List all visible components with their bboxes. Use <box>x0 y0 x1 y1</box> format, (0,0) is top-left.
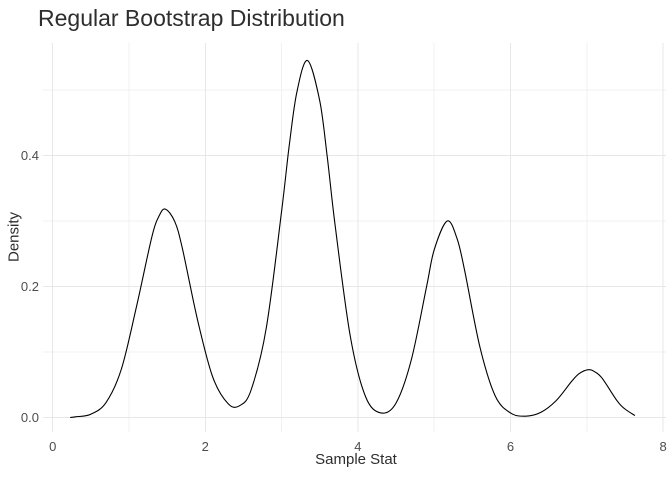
density-curve <box>70 59 636 419</box>
x-tick-label: 0 <box>49 439 56 454</box>
y-axis-title: Density <box>5 211 23 263</box>
x-tick-label: 2 <box>202 439 209 454</box>
plot-title: Regular Bootstrap Distribution <box>38 5 345 31</box>
x-tick-label: 6 <box>507 439 514 454</box>
y-tick-label: 0.0 <box>21 410 39 425</box>
x-tick-label: 8 <box>659 439 666 454</box>
x-tick-label: 4 <box>354 439 361 454</box>
x-axis-title: Sample Stat <box>315 451 397 468</box>
y-tick-label: 0.2 <box>21 279 39 294</box>
y-tick-label: 0.4 <box>21 148 39 163</box>
